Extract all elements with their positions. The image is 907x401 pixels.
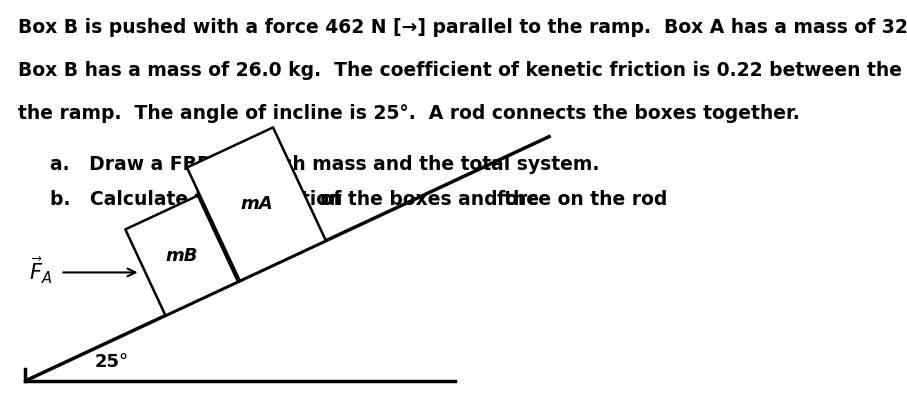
Text: $\vec{F}$$_A$: $\vec{F}$$_A$ — [29, 255, 53, 286]
Text: the ramp.  The angle of incline is 25°.  A rod connects the boxes together.: the ramp. The angle of incline is 25°. A… — [18, 104, 800, 123]
Text: force on the rod: force on the rod — [497, 190, 668, 209]
Text: mB: mB — [165, 247, 198, 265]
Polygon shape — [125, 196, 238, 316]
Text: mA: mA — [240, 195, 273, 213]
Text: of the boxes and the: of the boxes and the — [314, 190, 546, 209]
Text: Box B is pushed with a force 462 N [→] parallel to the ramp.  Box A has a mass o: Box B is pushed with a force 462 N [→] p… — [18, 18, 907, 37]
Polygon shape — [187, 128, 326, 281]
Text: acceleration: acceleration — [212, 190, 342, 209]
Text: Box B has a mass of 26.0 kg.  The coefficient of kenetic friction is 0.22 betwee: Box B has a mass of 26.0 kg. The coeffic… — [18, 61, 907, 80]
Text: 25°: 25° — [95, 353, 129, 371]
Text: b.   Calculate the: b. Calculate the — [50, 190, 236, 209]
Text: a.   Draw a FBD for each mass and the total system.: a. Draw a FBD for each mass and the tota… — [50, 155, 600, 174]
